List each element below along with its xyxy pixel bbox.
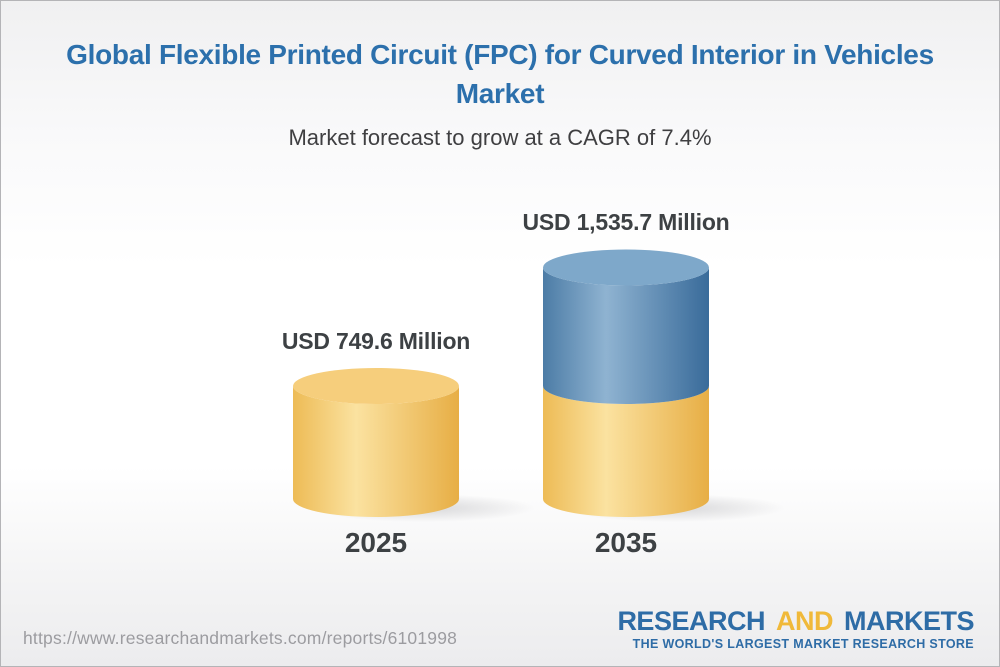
brand-logo: RESEARCH AND MARKETS THE WORLD'S LARGEST… <box>617 607 974 651</box>
bar-value-label-2025: USD 749.6 Million <box>281 328 471 354</box>
brand-word-research: RESEARCH <box>617 606 765 636</box>
brand-word-and: AND <box>775 606 834 636</box>
page-title: Global Flexible Printed Circuit (FPC) fo… <box>66 39 934 109</box>
brand-word-markets: MARKETS <box>844 606 975 636</box>
cylinder-bar-chart <box>293 249 785 522</box>
page-subtitle: Market forecast to grow at a CAGR of 7.4… <box>288 125 712 150</box>
bar-category-label-2025: 2025 <box>344 527 408 558</box>
chart-header: Global Flexible Printed Circuit (FPC) fo… <box>1 35 999 153</box>
brand-wordmark: RESEARCH AND MARKETS <box>617 607 974 635</box>
brand-tagline: THE WORLD'S LARGEST MARKET RESEARCH STOR… <box>632 637 974 651</box>
report-url: https://www.researchandmarkets.com/repor… <box>23 628 458 648</box>
bar-category-label-2035: 2035 <box>594 527 658 558</box>
bar-value-label-2035: USD 1,535.7 Million <box>522 209 730 236</box>
